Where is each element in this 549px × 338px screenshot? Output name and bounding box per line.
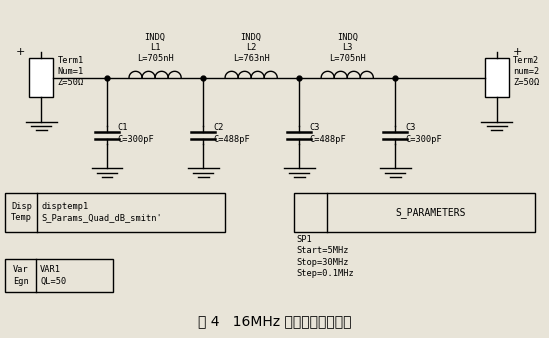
Bar	[29, 58, 53, 97]
Text: 图 4   16MHz 低通滤波器电路图: 图 4 16MHz 低通滤波器电路图	[198, 314, 351, 328]
Text: C3
C=300pF: C3 C=300pF	[405, 123, 442, 144]
Text: S_PARAMETERS: S_PARAMETERS	[396, 207, 466, 218]
Text: C1
C=300pF: C1 C=300pF	[117, 123, 154, 144]
Text: INDQ
L1
L=705nH: INDQ L1 L=705nH	[137, 33, 173, 63]
Text: INDQ
L3
L=705nH: INDQ L3 L=705nH	[329, 33, 366, 63]
Text: Var
Egn: Var Egn	[13, 265, 29, 286]
Bar	[485, 58, 509, 97]
Text: Term2
num=2
Z=50Ω: Term2 num=2 Z=50Ω	[513, 56, 540, 87]
Text: Term1
Num=1
Z=50Ω: Term1 Num=1 Z=50Ω	[58, 56, 84, 87]
Text: C2
C=488pF: C2 C=488pF	[213, 123, 250, 144]
Text: Disp
Temp: Disp Temp	[11, 202, 32, 222]
Bar	[5, 193, 225, 232]
Text: C3
C=488pF: C3 C=488pF	[309, 123, 346, 144]
Bar	[5, 259, 113, 292]
Text: VAR1
QL=50: VAR1 QL=50	[40, 265, 66, 286]
Bar	[294, 193, 535, 232]
Text: +: +	[15, 47, 25, 57]
Text: disptemp1
S_Params_Quad_dB_smitn': disptemp1 S_Params_Quad_dB_smitn'	[42, 202, 163, 222]
Text: INDQ
L2
L=763nH: INDQ L2 L=763nH	[233, 33, 270, 63]
Text: SP1
Start=5MHz
Stop=30MHz
Step=0.1MHz: SP1 Start=5MHz Stop=30MHz Step=0.1MHz	[296, 235, 354, 278]
Text: +: +	[513, 47, 523, 57]
